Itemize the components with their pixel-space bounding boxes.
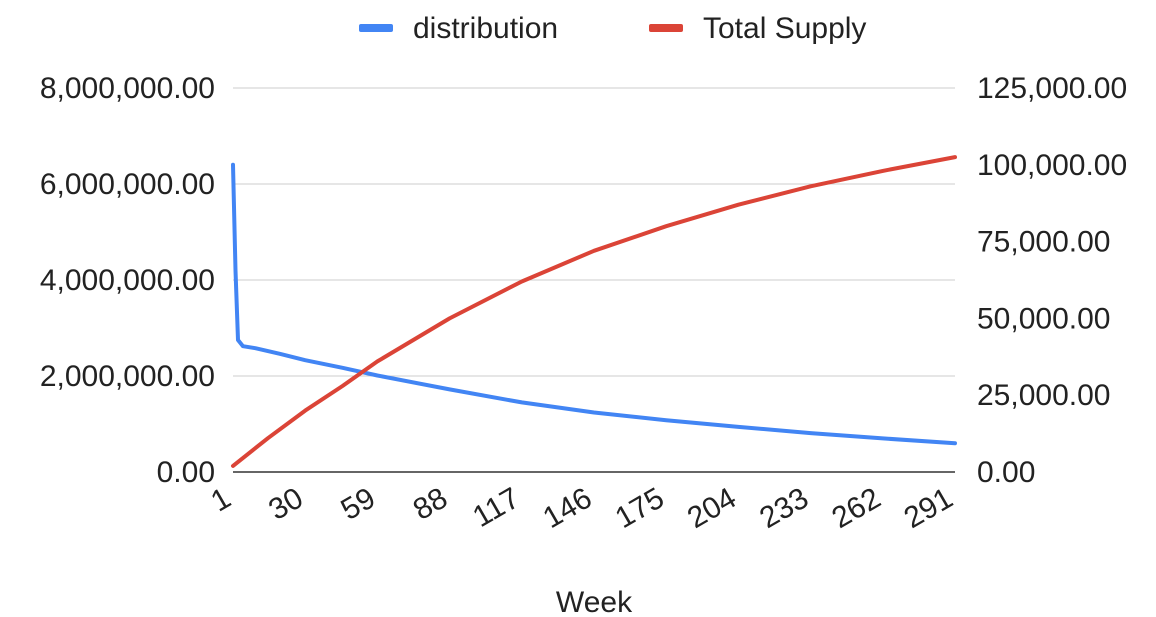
- x-tick-label: 233: [754, 481, 814, 535]
- y-left-tick-label: 4,000,000.00: [40, 264, 215, 297]
- x-tick-label: 204: [682, 481, 742, 535]
- x-tick-label: 88: [408, 481, 453, 526]
- x-tick-label: 30: [263, 481, 308, 526]
- y-right-tick-label: 50,000.00: [977, 302, 1110, 335]
- x-tick-label: 59: [335, 481, 380, 526]
- legend-swatch-total-supply: [649, 24, 683, 32]
- y-left-tick-label: 0.00: [157, 456, 215, 489]
- y-left-tick-label: 6,000,000.00: [40, 168, 215, 201]
- x-tick-label: 146: [538, 481, 598, 535]
- y-right-tick-label: 0.00: [977, 456, 1035, 489]
- y-right-tick-label: 125,000.00: [977, 72, 1127, 105]
- series-line-distribution: [231, 162, 957, 446]
- x-tick-label: 117: [467, 481, 525, 533]
- y-left-tick-label: 2,000,000.00: [40, 360, 215, 393]
- legend-swatch-distribution: [359, 24, 393, 32]
- y-right-tick-label: 25,000.00: [977, 379, 1110, 412]
- y-left-tick-label: 8,000,000.00: [40, 72, 215, 105]
- x-tick-label: 291: [899, 481, 959, 535]
- x-tick-label: 262: [826, 481, 886, 535]
- x-tick-label: 1: [206, 481, 237, 518]
- legend-label: distribution: [413, 12, 558, 45]
- series-line-total-supply: [231, 155, 957, 468]
- x-tick-label: 175: [610, 481, 670, 535]
- y-right-tick-label: 75,000.00: [977, 226, 1110, 259]
- legend-label: Total Supply: [703, 12, 866, 45]
- x-axis-title: Week: [556, 586, 633, 617]
- y-right-tick-label: 100,000.00: [977, 149, 1127, 182]
